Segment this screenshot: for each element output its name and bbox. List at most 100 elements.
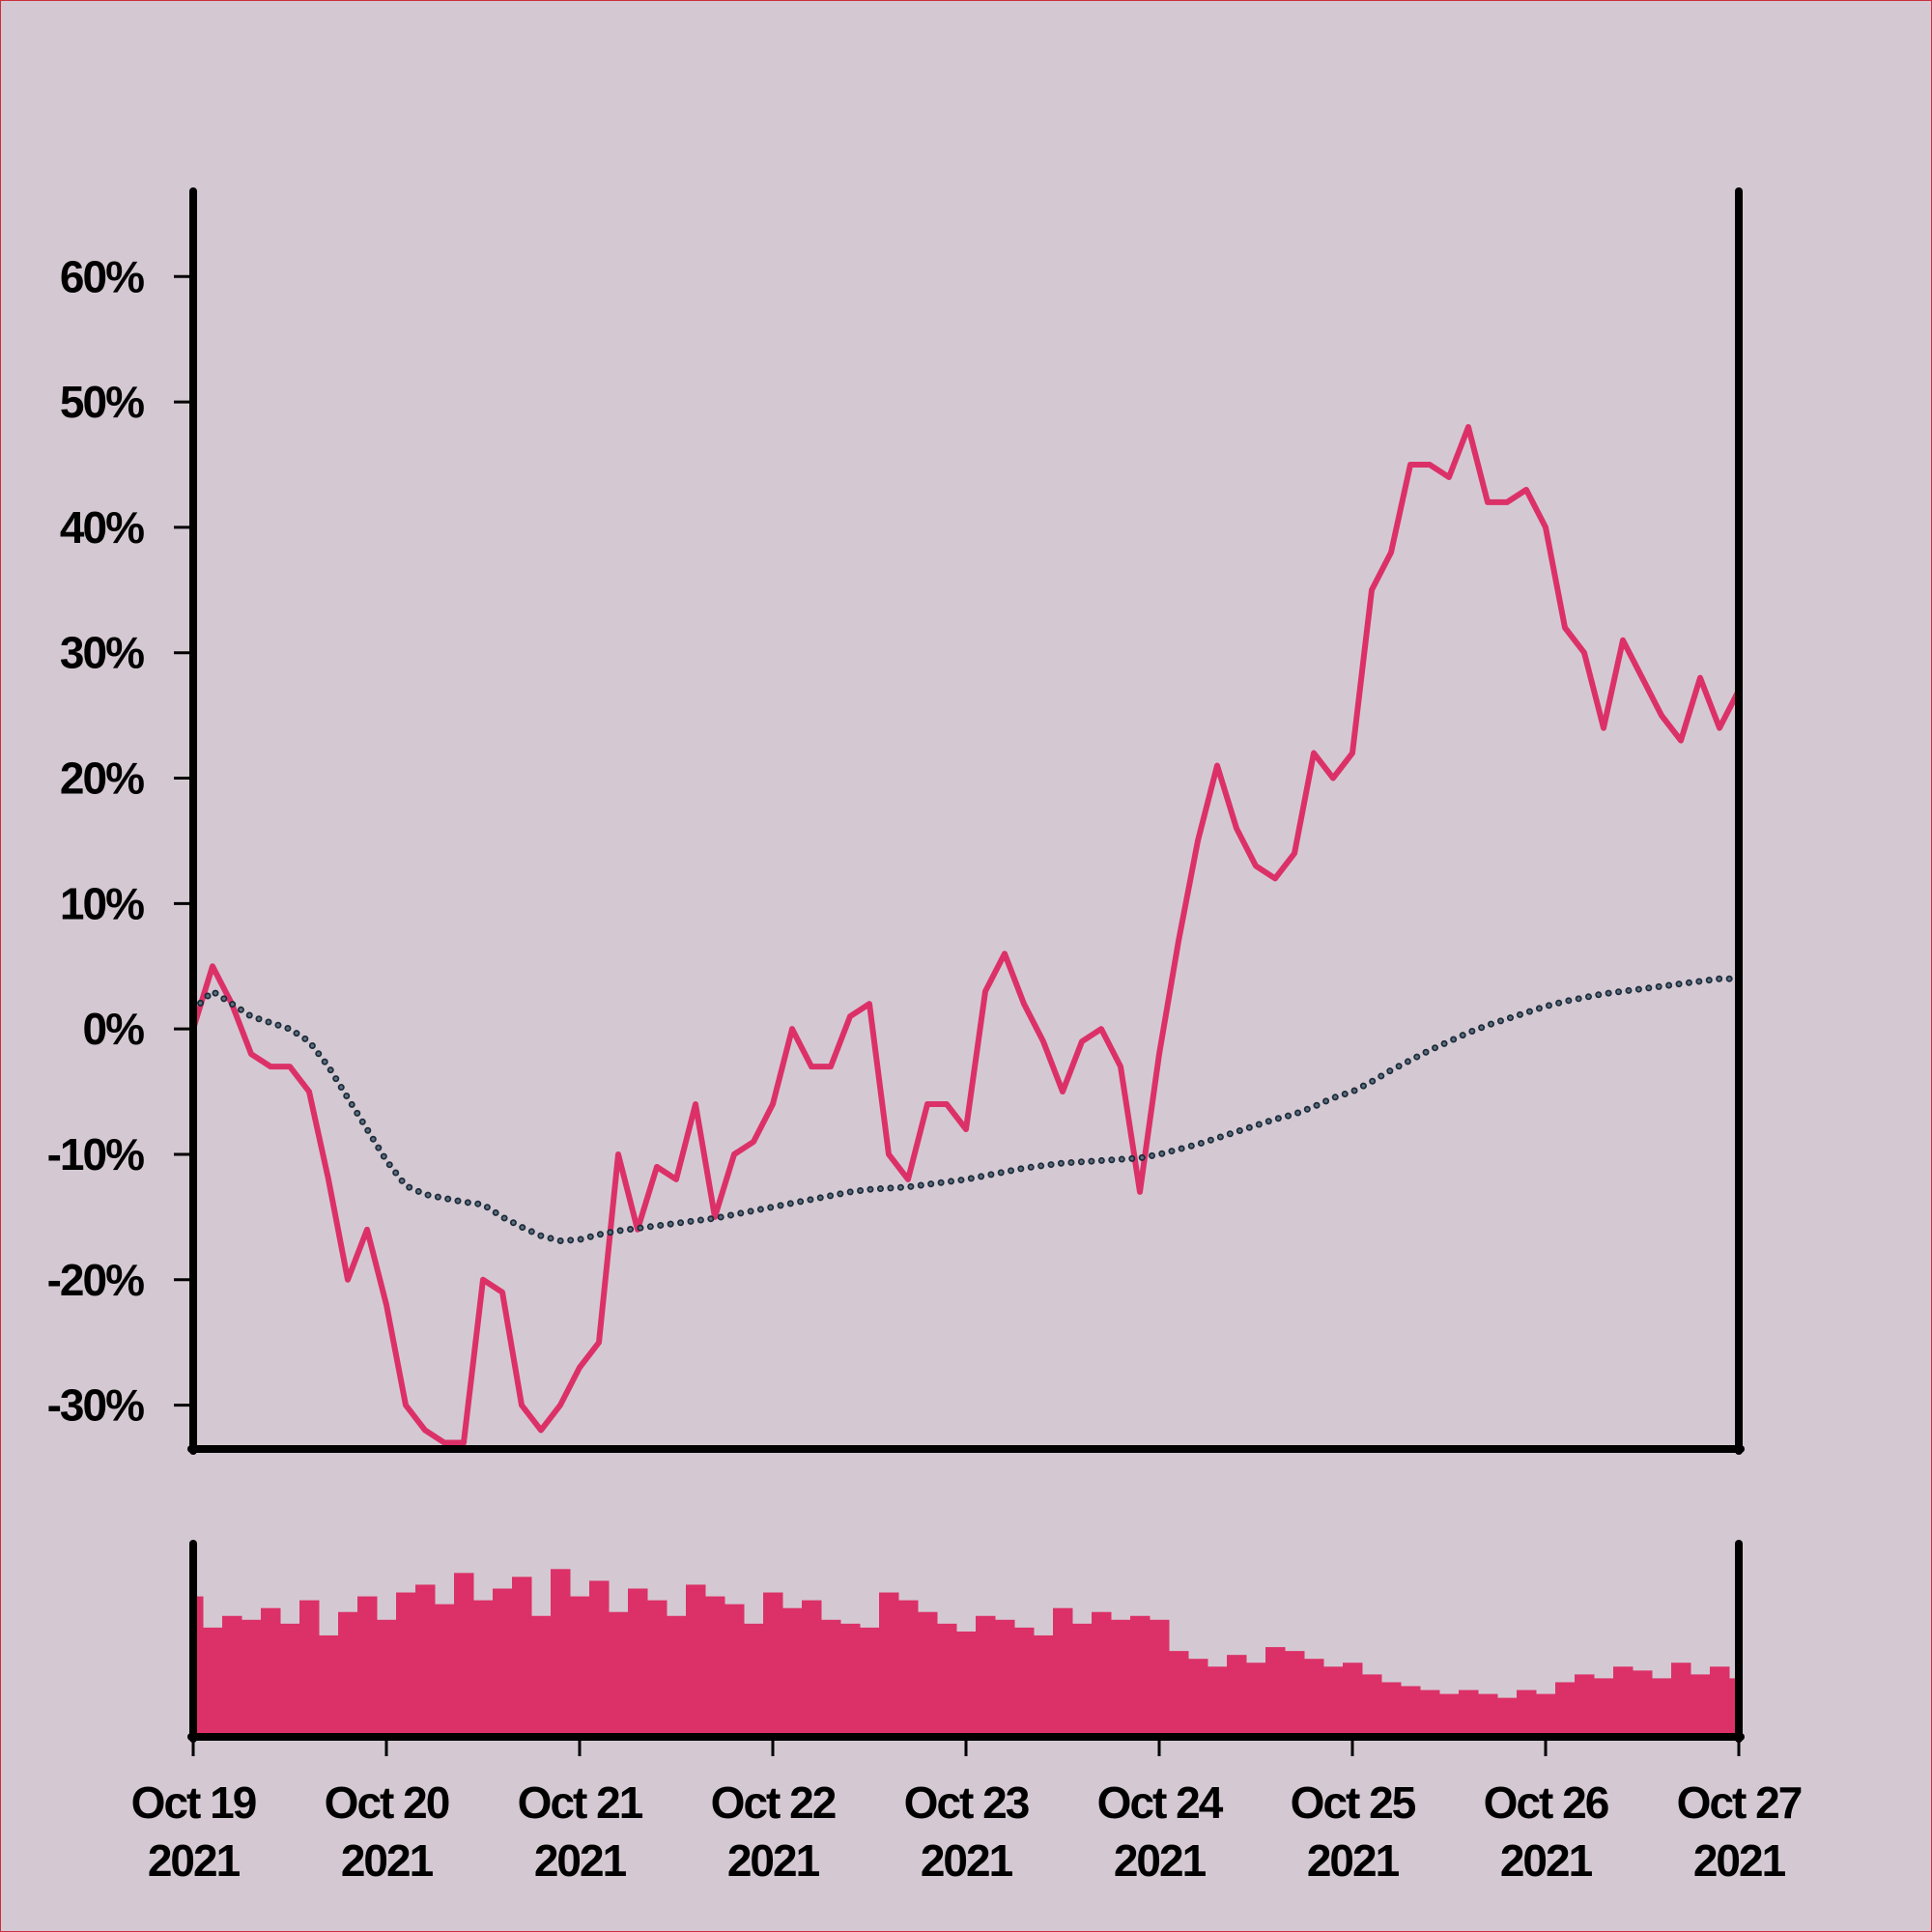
x-tick-label: Oct 20 2021 xyxy=(325,1777,449,1886)
x-tick-label-line: Oct 26 xyxy=(1484,1777,1608,1828)
volume-bar xyxy=(1729,1678,1739,1737)
volume-bar xyxy=(415,1584,436,1737)
volume-bar xyxy=(744,1623,764,1737)
volume-bar xyxy=(1710,1666,1730,1737)
price-line xyxy=(193,424,1739,1446)
x-tick-label: Oct 25 2021 xyxy=(1291,1777,1416,1886)
volume-bar xyxy=(1613,1666,1634,1737)
x-tick-label: Oct 22 2021 xyxy=(711,1777,836,1886)
volume-bar xyxy=(860,1627,880,1737)
x-tick-label-line: Oct 21 xyxy=(518,1777,643,1828)
x-tick-label-line: Oct 27 xyxy=(1677,1777,1802,1828)
price-plot xyxy=(193,424,1739,1446)
volume-bar xyxy=(242,1619,262,1737)
volume-bar xyxy=(319,1634,339,1737)
volume-bar xyxy=(1169,1651,1189,1737)
volume-bar xyxy=(1246,1662,1266,1737)
volume-bar xyxy=(299,1600,320,1737)
volume-bar xyxy=(1034,1634,1054,1737)
volume-bar xyxy=(377,1619,397,1737)
volume-bar xyxy=(589,1580,610,1737)
volume-bar xyxy=(1227,1655,1247,1737)
volume-bar xyxy=(1304,1659,1324,1737)
x-tick-label-line: Oct 20 xyxy=(325,1777,449,1828)
volume-bar xyxy=(1285,1651,1305,1737)
volume-bar xyxy=(724,1604,745,1737)
volume-bar xyxy=(280,1623,300,1737)
x-tick-label: Oct 21 2021 xyxy=(518,1777,643,1886)
y-tick-label: 40% xyxy=(60,502,144,553)
volume-bar xyxy=(1439,1693,1460,1737)
volume-bar xyxy=(782,1607,803,1737)
volume-bar xyxy=(1401,1686,1421,1737)
volume-bar xyxy=(763,1592,783,1737)
volume-bar xyxy=(1671,1662,1691,1737)
x-tick-label-line: 2021 xyxy=(341,1835,434,1886)
x-tick-label-line: 2021 xyxy=(921,1835,1013,1886)
y-tick-label: 60% xyxy=(60,251,144,301)
x-tick-label: Oct 19 2021 xyxy=(131,1777,256,1886)
volume-bar xyxy=(435,1604,455,1737)
y-tick-label: 30% xyxy=(60,628,144,678)
volume-bar xyxy=(918,1611,938,1737)
x-tick-label-line: 2021 xyxy=(1693,1835,1786,1886)
y-tick-label: -30% xyxy=(47,1380,144,1431)
x-tick-label-line: 2021 xyxy=(1500,1835,1593,1886)
volume-bar xyxy=(193,1596,204,1737)
volume-bar xyxy=(1381,1682,1402,1737)
x-tick-label-line: 2021 xyxy=(727,1835,820,1886)
volume-bar xyxy=(512,1577,532,1737)
x-tick-label-line: Oct 25 xyxy=(1291,1777,1416,1828)
x-tick-label-line: 2021 xyxy=(148,1835,241,1886)
x-tick-label: Oct 27 2021 xyxy=(1677,1777,1802,1886)
volume-bar xyxy=(1053,1607,1073,1737)
volume-bar xyxy=(357,1596,378,1737)
x-tick-label-line: 2021 xyxy=(1307,1835,1400,1886)
volume-bar xyxy=(1014,1627,1035,1737)
volume-bar xyxy=(531,1615,552,1737)
volume-bar xyxy=(1690,1674,1711,1737)
volume-bar xyxy=(995,1619,1015,1737)
x-tick-label-line: 2021 xyxy=(534,1835,627,1886)
volume-plot xyxy=(193,1569,1739,1737)
volume-bar xyxy=(1362,1674,1382,1737)
volume-bar xyxy=(879,1592,899,1737)
volume-bar xyxy=(1323,1666,1344,1737)
y-tick-label: 20% xyxy=(60,753,144,804)
volume-bar xyxy=(1150,1619,1170,1737)
volume-bar xyxy=(840,1623,861,1737)
volume-bar xyxy=(1633,1670,1653,1737)
y-tick-label: -20% xyxy=(47,1255,144,1305)
volume-bar xyxy=(203,1627,223,1737)
volume-bar xyxy=(609,1611,629,1737)
x-tick-label: Oct 23 2021 xyxy=(904,1777,1029,1886)
volume-bar xyxy=(1092,1611,1112,1737)
y-tick-label: 10% xyxy=(60,878,144,928)
y-tick-label: 0% xyxy=(83,1004,145,1054)
volume-bar xyxy=(261,1607,281,1737)
volume-bar xyxy=(667,1615,687,1737)
volume-bar xyxy=(1459,1690,1479,1737)
volume-bar xyxy=(821,1619,841,1737)
volume-bar xyxy=(1478,1693,1498,1737)
volume-bar xyxy=(1208,1666,1228,1737)
volume-bar xyxy=(1188,1659,1208,1737)
volume-bar xyxy=(1536,1693,1556,1737)
axes xyxy=(174,187,1745,1756)
volume-bar xyxy=(1420,1690,1440,1737)
volume-bar xyxy=(473,1600,494,1737)
volume-bar xyxy=(937,1623,957,1737)
x-tick-label: Oct 24 2021 xyxy=(1097,1777,1224,1886)
volume-bar xyxy=(1517,1690,1537,1737)
y-tick-label: -10% xyxy=(47,1129,144,1179)
x-tick-label-line: Oct 22 xyxy=(711,1777,836,1828)
volume-bar xyxy=(1594,1678,1614,1737)
volume-bar xyxy=(1555,1682,1576,1737)
x-tick-label-line: Oct 23 xyxy=(904,1777,1029,1828)
volume-bar xyxy=(222,1615,242,1737)
x-tick-label: Oct 26 2021 xyxy=(1484,1777,1608,1886)
volume-bar xyxy=(570,1596,590,1737)
volume-bar xyxy=(1575,1674,1595,1737)
